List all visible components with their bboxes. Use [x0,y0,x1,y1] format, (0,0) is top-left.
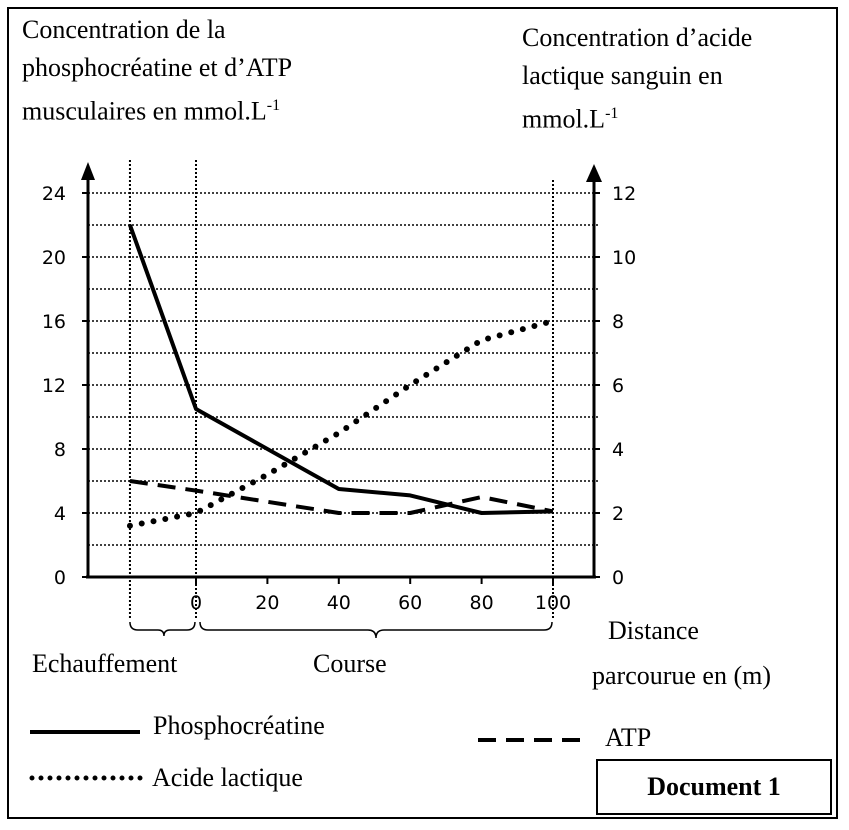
y-right-tick-label: 4 [612,439,624,461]
left-axis-arrow-icon [81,162,95,180]
series-line-acide-lactique [126,318,556,529]
y-right-tick-label: 10 [612,247,636,269]
y-left-tick-label: 20 [42,247,66,269]
series-line-phosphocréatine [128,224,554,515]
x-axis-label-2: parcourue en (m) [592,661,772,690]
y-left-tick-label: 4 [54,503,66,525]
phase-label-race: Course [313,649,387,678]
warmup-brace [129,621,196,637]
right-axis-arrow-icon [586,164,602,182]
y-right-tick-label: 0 [612,567,624,589]
race-brace [199,621,553,639]
y-left-tick-label: 8 [54,439,66,461]
document-title-box: Document 1 [596,759,832,815]
legend-label-lactic-acid: Acide lactique [152,763,303,792]
series-line-atp [129,479,554,515]
y-left-tick-label: 16 [42,311,66,333]
x-tick-label: 100 [535,592,571,614]
y-left-tick-label: 12 [42,375,66,397]
y-left-tick-label: 24 [42,183,66,205]
legend-label-atp: ATP [605,723,652,752]
left-axis-label-2: phosphocréatine et d’ATP [22,53,293,82]
x-axis-label-1: Distance [608,616,699,645]
y-right-tick-label: 6 [612,375,624,397]
x-tick-label: 40 [327,592,351,614]
x-tick-label: 60 [398,592,422,614]
left-axis-label-3: musculaires en mmol.L-1 [22,96,281,126]
legend-label-phosphocreatine: Phosphocréatine [153,711,325,740]
right-axis-label-1: Concentration d’acide [522,23,753,52]
x-tick-label: 20 [255,592,279,614]
phase-label-warmup: Echauffement [32,649,178,678]
right-axis-label-2: lactique sanguin en [522,61,723,90]
x-tick-label: 0 [190,592,202,614]
y-right-tick-label: 2 [612,503,624,525]
document-frame [7,7,838,819]
y-right-tick-label: 8 [612,311,624,333]
y-right-tick-label: 12 [612,183,636,205]
right-axis-label-3: mmol.L-1 [522,104,619,134]
left-axis-label-1: Concentration de la [22,15,226,44]
y-left-tick-label: 0 [54,567,66,589]
x-tick-label: 80 [470,592,494,614]
